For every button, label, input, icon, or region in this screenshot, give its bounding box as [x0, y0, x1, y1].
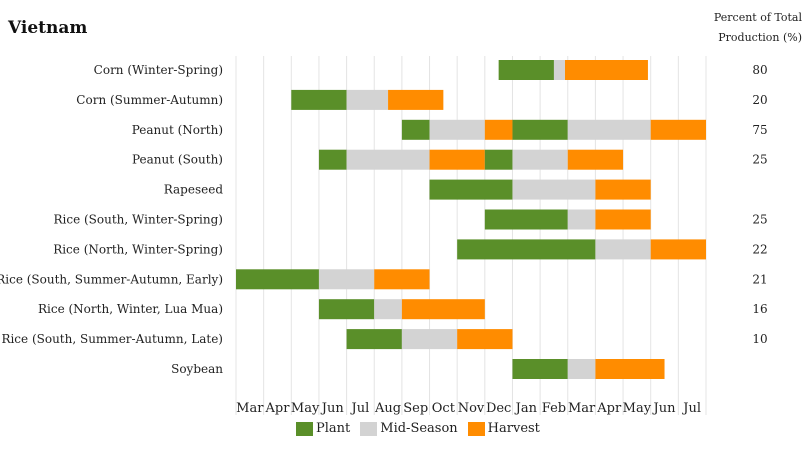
x-tick-label: Apr: [596, 401, 622, 416]
x-tick-label: Mar: [236, 401, 264, 416]
row-label: Soybean: [171, 362, 223, 376]
x-tick-label: Dec: [486, 401, 511, 416]
bar-segment-plant: [484, 209, 568, 230]
x-tick-label: Jul: [350, 401, 370, 416]
bar-segment-mid: [512, 149, 568, 170]
bar-segment-mid: [567, 359, 596, 379]
x-tick-label: Oct: [432, 401, 456, 416]
row-label: Rice (South, Summer-Autumn, Early): [0, 272, 223, 286]
row-label: Rice (South, Summer-Autumn, Late): [1, 332, 223, 346]
row-label: Corn (Winter-Spring): [94, 63, 223, 77]
bar-segment-harvest: [650, 239, 706, 260]
bar-segment-mid: [553, 60, 565, 80]
percent-value: 16: [752, 302, 767, 316]
legend-swatch-mid-season: [360, 421, 378, 436]
bar-segment-plant: [346, 329, 402, 350]
bar-segment-harvest: [565, 60, 648, 80]
legend-swatch-plant: [296, 421, 313, 436]
legend-swatch-harvest: [467, 421, 485, 436]
x-tick-label: May: [623, 401, 652, 416]
bar-segment-harvest: [595, 359, 665, 379]
legend-item-mid-season: Mid-Season: [360, 421, 458, 436]
bar-segment-plant: [291, 89, 347, 110]
row-label: Rice (South, Winter-Spring): [53, 213, 223, 227]
bar-segment-harvest: [595, 209, 651, 230]
legend-label-mid-season: Mid-Season: [380, 421, 458, 436]
bar-segment-mid: [567, 209, 596, 230]
bar-segment-plant: [512, 119, 568, 140]
bar-segment-plant: [429, 179, 513, 200]
x-tick-label: Aug: [374, 401, 401, 416]
bar-segment-mid: [429, 119, 485, 140]
row-label: Corn (Summer-Autumn): [76, 93, 223, 107]
bar-segment-plant: [236, 269, 319, 290]
percent-value: 25: [752, 153, 767, 167]
bar-segment-mid: [346, 149, 430, 170]
percent-value: 25: [752, 213, 767, 227]
x-tick-label: Jun: [320, 401, 345, 416]
legend-item-plant: Plant: [296, 421, 350, 436]
x-tick-label: Feb: [542, 401, 566, 416]
row-label: Rapeseed: [164, 183, 224, 197]
bar-segment-mid: [318, 269, 375, 290]
legend-label-harvest: Harvest: [487, 421, 540, 436]
percent-value: 22: [752, 242, 767, 256]
percent-value: 75: [752, 123, 767, 137]
row-label: Rice (North, Winter, Lua Mua): [38, 302, 223, 316]
x-tick-label: Jan: [514, 401, 538, 416]
bar-segment-mid: [512, 179, 596, 200]
bar-segment-plant: [318, 299, 375, 320]
bar-segment-mid: [374, 299, 402, 320]
bar-segment-harvest: [374, 269, 430, 290]
chart-title: Vietnam: [8, 18, 88, 38]
percent-header: Percent of Total Production (%): [692, 8, 802, 48]
x-tick-label: Jul: [681, 401, 701, 416]
row-label: Peanut (North): [132, 123, 223, 137]
bar-segment-plant: [484, 149, 513, 170]
percent-value: 21: [752, 272, 767, 286]
x-tick-label: Nov: [458, 401, 485, 416]
bar-segment-harvest: [650, 119, 706, 140]
bar-segment-mid: [346, 89, 389, 110]
bar-segment-plant: [318, 149, 347, 170]
percent-value: 20: [752, 93, 767, 107]
x-tick-label: Jun: [652, 401, 677, 416]
row-label: Rice (North, Winter-Spring): [53, 242, 223, 256]
bar-segment-plant: [512, 359, 568, 379]
bar-segment-harvest: [567, 149, 624, 170]
bar-segment-plant: [457, 239, 596, 260]
bar-segment-mid: [401, 329, 458, 350]
legend-item-harvest: Harvest: [467, 421, 540, 436]
bar-segment-harvest: [429, 149, 485, 170]
percent-header-line-1: Percent of Total: [713, 11, 802, 24]
bar-segment-harvest: [401, 299, 485, 320]
bar-segment-plant: [401, 119, 430, 140]
percent-value: 10: [752, 332, 767, 346]
x-tick-label: Mar: [568, 401, 596, 416]
legend-label-plant: Plant: [316, 421, 351, 436]
bar-segment-harvest: [457, 329, 513, 350]
bar-segment-mid: [567, 119, 651, 140]
percent-header-line-2: Production (%): [718, 31, 802, 44]
percent-value: 80: [752, 63, 767, 77]
bar-segment-plant: [498, 60, 554, 80]
row-label: Peanut (South): [132, 153, 223, 167]
bar-segment-harvest: [595, 179, 651, 200]
legend: Plant Mid-Season Harvest: [296, 421, 540, 436]
bar-segment-harvest: [388, 89, 444, 110]
bar-segment-mid: [595, 239, 651, 260]
x-tick-label: Apr: [265, 401, 291, 416]
x-tick-label: Sep: [403, 401, 428, 416]
bar-segment-harvest: [484, 119, 513, 140]
x-tick-label: May: [291, 401, 320, 416]
